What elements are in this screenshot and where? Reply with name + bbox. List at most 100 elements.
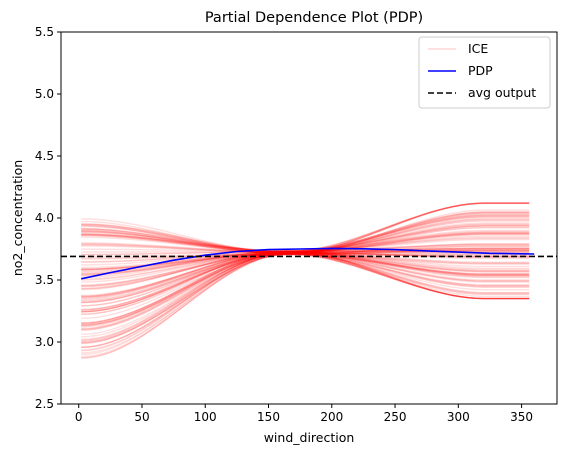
ice-curve xyxy=(81,214,530,327)
ice-curve xyxy=(81,223,530,294)
ice-curve xyxy=(81,250,530,275)
ice-curve xyxy=(81,245,530,275)
ice-curve xyxy=(81,250,530,276)
chart-title: Partial Dependence Plot (PDP) xyxy=(205,10,423,26)
ice-curve xyxy=(81,209,530,343)
ice-curve xyxy=(81,211,530,356)
ice-curve xyxy=(81,233,530,277)
ice-curve xyxy=(81,233,530,277)
ice-curve xyxy=(81,219,530,326)
ice-curve xyxy=(81,248,530,272)
ice-curve xyxy=(81,251,530,297)
ice-curve xyxy=(81,252,530,287)
ice-curve xyxy=(81,226,530,344)
ice-curve xyxy=(81,236,530,300)
x-tick-label: 150 xyxy=(257,410,280,424)
ice-curve xyxy=(81,215,530,351)
ice-curve xyxy=(81,250,530,299)
ice-curve xyxy=(81,250,530,286)
x-tick-label: 0 xyxy=(75,410,83,424)
ice-curve xyxy=(81,231,530,302)
ice-curve xyxy=(81,250,530,291)
ice-curve xyxy=(81,223,530,324)
ice-curve xyxy=(81,224,530,307)
ice-curve xyxy=(81,250,530,277)
ice-curve xyxy=(81,233,530,313)
ice-curve xyxy=(81,225,530,297)
ice-curve xyxy=(81,227,530,325)
ice-curve xyxy=(81,236,530,282)
x-tick-label: 50 xyxy=(134,410,149,424)
ice-curve xyxy=(81,235,530,324)
ice-curve xyxy=(81,212,530,326)
ice-curve xyxy=(81,238,530,311)
ice-curve xyxy=(81,253,530,288)
ice-curve xyxy=(81,252,530,272)
ice-curve xyxy=(81,243,530,279)
ice-curve xyxy=(81,244,530,294)
legend-label-pdp: PDP xyxy=(468,63,493,78)
ice-curve xyxy=(81,230,530,300)
ice-curve xyxy=(81,229,530,278)
ice-curve xyxy=(81,220,530,300)
ice-curve xyxy=(81,228,530,286)
ice-curve xyxy=(81,202,530,359)
ice-curve xyxy=(81,231,530,300)
ice-curve xyxy=(81,244,530,298)
ice-curve xyxy=(81,229,530,311)
y-tick-label: 4.0 xyxy=(35,211,54,225)
ice-curve xyxy=(81,211,530,358)
ice-curve xyxy=(81,248,530,283)
ice-curve xyxy=(81,218,530,354)
x-tick-label: 300 xyxy=(447,410,470,424)
x-tick-label: 250 xyxy=(384,410,407,424)
ice-curve xyxy=(81,242,530,291)
y-axis-label: no2_concentration xyxy=(10,160,25,276)
ice-curve xyxy=(81,249,530,270)
ice-curve xyxy=(81,222,530,311)
legend-label-ice: ICE xyxy=(468,41,488,56)
ice-curve xyxy=(81,247,530,290)
y-tick-label: 5.0 xyxy=(35,87,54,101)
ice-curve xyxy=(81,235,530,295)
ice-curve xyxy=(81,232,530,298)
ice-curve xyxy=(81,214,530,330)
ice-curve xyxy=(81,202,530,349)
ice-curve xyxy=(81,242,530,288)
legend-label-avg-output: avg output xyxy=(468,85,536,100)
ice-curve xyxy=(81,216,530,331)
ice-curve xyxy=(81,202,530,348)
ice-curve xyxy=(81,202,530,352)
ice-curve xyxy=(81,243,530,307)
ice-curve xyxy=(81,251,530,273)
y-tick-label: 5.5 xyxy=(35,25,54,39)
ice-curve xyxy=(81,228,530,300)
ice-curve xyxy=(81,247,530,290)
ice-curve xyxy=(81,243,530,304)
ice-curve xyxy=(81,232,530,297)
ice-curve xyxy=(81,245,530,313)
ice-curve xyxy=(81,251,530,304)
ice-curve xyxy=(81,251,530,281)
x-axis-label: wind_direction xyxy=(264,430,355,445)
y-tick-label: 2.5 xyxy=(35,397,54,411)
ice-curve xyxy=(81,224,530,295)
ice-curve xyxy=(81,225,530,341)
ice-curve xyxy=(81,252,530,301)
x-tick-label: 200 xyxy=(320,410,343,424)
ice-curve xyxy=(81,214,530,331)
ice-curve xyxy=(81,224,530,288)
ice-curve xyxy=(81,232,530,335)
ice-curve xyxy=(81,220,530,341)
ice-curve xyxy=(81,251,530,275)
ice-curve xyxy=(81,215,530,316)
ice-curve xyxy=(81,243,530,278)
ice-curve xyxy=(81,202,530,345)
ice-curve xyxy=(81,233,530,320)
x-tick-label: 100 xyxy=(194,410,217,424)
y-tick-label: 4.5 xyxy=(35,149,54,163)
series-lines xyxy=(61,247,557,280)
ice-curve xyxy=(81,237,530,313)
ice-curve xyxy=(81,230,530,282)
